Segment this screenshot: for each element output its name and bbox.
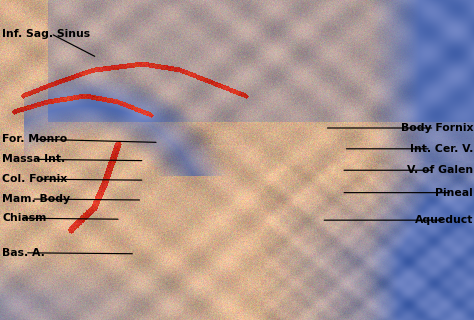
Text: Int. Cer. V.: Int. Cer. V. — [410, 144, 473, 154]
Text: Mam. Body: Mam. Body — [2, 194, 71, 204]
Text: Massa Int.: Massa Int. — [2, 154, 65, 164]
Text: Chiasm: Chiasm — [2, 213, 47, 223]
Text: Body Fornix: Body Fornix — [401, 123, 473, 133]
Text: Col. Fornix: Col. Fornix — [2, 174, 68, 184]
Text: V. of Galen: V. of Galen — [407, 165, 473, 175]
Text: Bas. A.: Bas. A. — [2, 248, 45, 258]
Text: For. Monro: For. Monro — [2, 134, 68, 144]
Text: Pineal: Pineal — [435, 188, 473, 198]
Text: Aqueduct: Aqueduct — [415, 215, 473, 225]
Text: Inf. Sag. Sinus: Inf. Sag. Sinus — [2, 28, 91, 39]
